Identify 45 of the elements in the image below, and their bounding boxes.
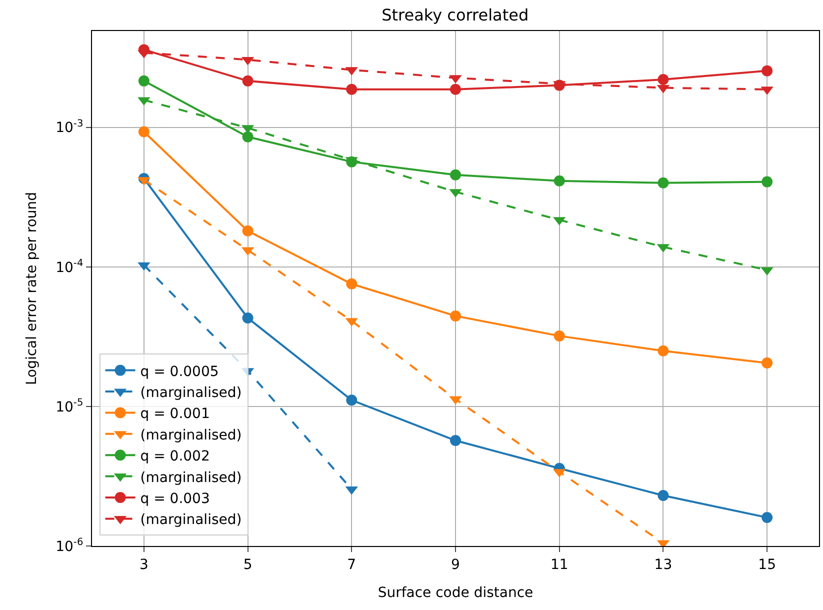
point (242, 312, 254, 324)
chart-title: Streaky correlated (382, 5, 529, 24)
legend-label: q = 0.003 (140, 490, 210, 507)
point (658, 490, 669, 502)
y-axis-title: Logical error rate per round (24, 192, 40, 386)
point (762, 357, 773, 368)
x-tick-label: 7 (347, 556, 356, 573)
legend-label: (marginalised) (140, 427, 242, 444)
y-tick-label: 10$^{-3}$ (56, 118, 84, 136)
point (346, 278, 358, 290)
x-tick-label: 11 (550, 556, 568, 573)
x-tick-label: 15 (758, 556, 776, 573)
x-tick-label: 5 (243, 556, 252, 573)
point (658, 74, 669, 86)
point (450, 435, 461, 446)
legend-label: q = 0.0005 (140, 364, 219, 380)
point (242, 75, 254, 86)
y-tick-label: 10$^{-6}$ (56, 537, 84, 555)
point (346, 394, 358, 406)
y-tick-label: 10$^{-5}$ (56, 397, 84, 416)
point (762, 512, 773, 524)
legend-label: q = 0.002 (140, 448, 210, 465)
point (242, 131, 254, 142)
point (450, 84, 461, 95)
point (554, 330, 565, 342)
x-tick-label: 9 (451, 556, 460, 573)
point (450, 169, 461, 180)
x-tick-label: 13 (654, 556, 672, 573)
legend-label: q = 0.001 (140, 406, 210, 422)
y-tick-label: 10$^{-4}$ (56, 258, 84, 276)
x-tick-label: 3 (139, 556, 148, 573)
point (450, 310, 461, 322)
point (762, 176, 773, 188)
point (762, 65, 773, 76)
point (138, 75, 150, 86)
point (346, 84, 358, 95)
legend-label: (marginalised) (140, 512, 242, 528)
point (554, 175, 565, 186)
legend-label: (marginalised) (140, 384, 242, 401)
point (658, 177, 669, 188)
point (242, 225, 254, 236)
point (658, 345, 669, 356)
legend-label: (marginalised) (140, 470, 242, 486)
x-axis-title: Surface code distance (378, 585, 534, 602)
point (138, 126, 150, 138)
